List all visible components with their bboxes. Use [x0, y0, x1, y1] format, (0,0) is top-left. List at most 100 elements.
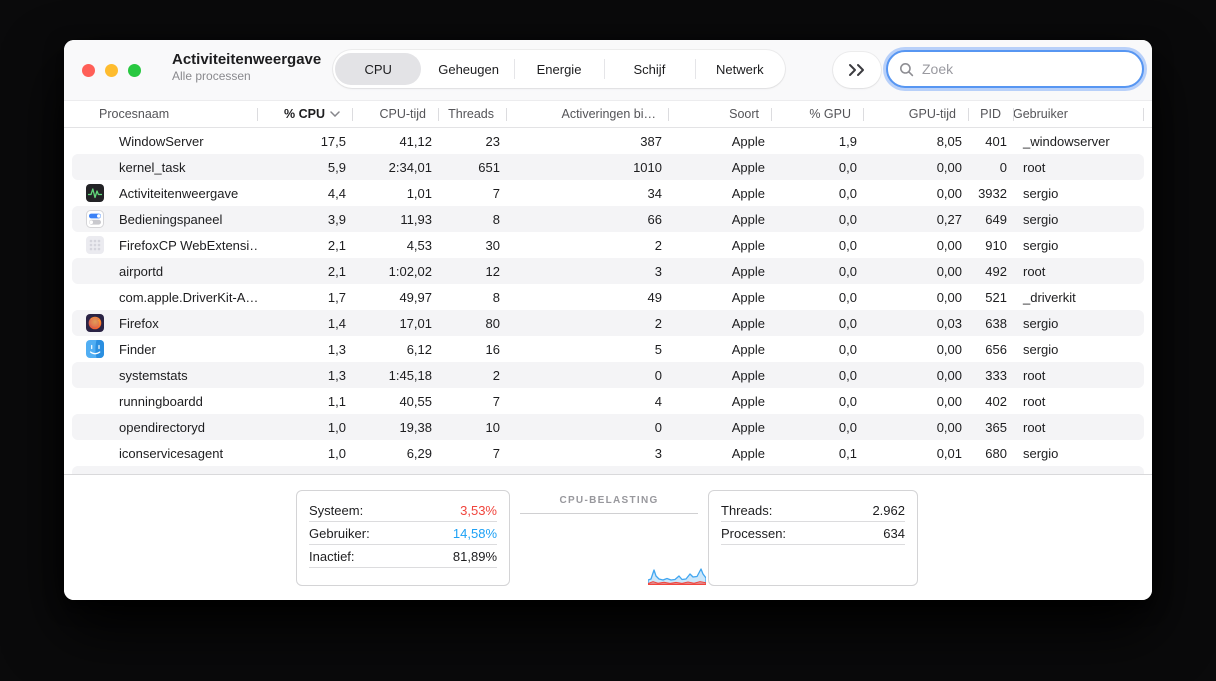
column-header-name[interactable]: Procesnaam: [72, 101, 257, 127]
sort-chevron-down-icon: [330, 111, 340, 117]
cpu-percentages-box: Systeem: 3,53% Gebruiker: 14,58% Inactief: 81…: [296, 490, 510, 586]
toolbar-overflow-button[interactable]: [833, 52, 881, 88]
process-row[interactable]: Bedieningspaneel 3,9 11,93 8 66 Apple 0,0 0,27 6…: [72, 206, 1144, 232]
tab-geheugen[interactable]: Geheugen: [438, 61, 499, 77]
column-header-label: Procesnaam: [99, 107, 170, 121]
search-input[interactable]: [920, 60, 1136, 78]
cell-pid: 649: [985, 211, 1007, 227]
cell-cpu_time: 49,97: [399, 289, 432, 305]
cell-activations: 387: [640, 133, 662, 149]
column-header-cpu[interactable]: % CPU: [257, 101, 352, 127]
process-row[interactable]: iconservicesagent 1,0 6,29 7 3 Apple 0,1 0,01 68…: [72, 440, 1144, 466]
search-field[interactable]: [886, 50, 1144, 88]
cell-threads: 7: [492, 445, 500, 461]
control-center-icon: [86, 210, 104, 228]
tab-cpu[interactable]: CPU: [335, 53, 422, 85]
cell-gpu_time: 0,27: [936, 211, 962, 227]
column-header-activations[interactable]: Activeringen bi…: [506, 101, 668, 127]
process-row[interactable]: Finder 1,3 6,12 16 5 Apple 0,0 0,00 656 sergio: [72, 336, 1144, 362]
cell-cpu_time: 40,55: [399, 393, 432, 409]
cell-name: opendirectoryd: [119, 419, 205, 435]
process-row[interactable]: FirefoxCP WebExtensi… 2,1 4,53 30 2 Apple 0,0 0…: [72, 232, 1144, 258]
cell-cpu_time: 17,01: [399, 315, 432, 331]
app-icon-cell: [72, 236, 112, 254]
process-row[interactable]: Activiteitenweergave 4,4 1,01 7 34 Apple 0,0 0,…: [72, 180, 1144, 206]
cell-gpu: 0,0: [838, 289, 857, 305]
cell-gpu: 0,0: [838, 159, 857, 175]
cell-name: Activiteitenweergave: [119, 185, 239, 201]
cell-cpu: 2,1: [327, 237, 346, 253]
cell-kind: Apple: [731, 133, 765, 149]
cell-activations: 2: [654, 237, 662, 253]
zoom-button[interactable]: [128, 64, 141, 77]
activity-monitor-icon: [86, 184, 104, 202]
process-row[interactable]: WindowServer 17,5 41,12 23 387 Apple 1,9 8,05 40…: [72, 128, 1144, 154]
cell-user: sergio: [1023, 445, 1059, 461]
column-header-label: Threads: [448, 107, 494, 121]
cell-cpu: 4,4: [327, 185, 346, 201]
process-row[interactable]: kernel_task 5,9 2:34,01 651 1010 Apple 0,0 0,00…: [72, 154, 1144, 180]
app-icon-cell: [72, 340, 112, 358]
column-header-kind[interactable]: Soort: [668, 101, 771, 127]
tab-netwerk[interactable]: Netwerk: [694, 53, 783, 85]
process-row[interactable]: Firefox 1,4 17,01 80 2 Apple 0,0 0,03 638 sergio: [72, 310, 1144, 336]
column-header-cpu_time[interactable]: CPU-tijd: [352, 101, 438, 127]
cell-activations: 49: [647, 289, 662, 305]
cell-activations: 1010: [633, 159, 662, 175]
column-header-label: PID: [980, 107, 1001, 121]
cell-name: iconservicesagent: [119, 445, 224, 461]
minimize-button[interactable]: [105, 64, 118, 77]
process-row[interactable]: com.apple.DriverKit-A… 1,7 49,97 8 49 Apple 0,…: [72, 284, 1144, 310]
cell-gpu: 1,9: [838, 133, 857, 149]
process-row[interactable]: opendirectoryd 1,0 19,38 10 0 Apple 0,0 0,00 365…: [72, 414, 1144, 440]
column-header-gpu_time[interactable]: GPU-tijd: [863, 101, 968, 127]
cell-gpu: 0,0: [838, 211, 857, 227]
cell-gpu: 0,0: [838, 367, 857, 383]
cell-cpu: 3,9: [327, 211, 346, 227]
process-table: WindowServer 17,5 41,12 23 387 Apple 1,9 8,05 40…: [64, 128, 1152, 474]
cell-kind: Apple: [731, 393, 765, 409]
graph-title: CPU-BELASTING: [559, 495, 659, 506]
cell-pid: 365: [985, 419, 1007, 435]
cell-threads: 30: [485, 237, 500, 253]
cell-name: WindowServer: [119, 133, 204, 149]
cell-cpu_time: 6,29: [406, 445, 432, 461]
generic-app-icon: [86, 236, 104, 254]
cell-name: com.apple.DriverKit-A…: [119, 289, 257, 305]
cell-activations: 0: [654, 367, 662, 383]
tab-energie[interactable]: Energie: [513, 53, 602, 85]
process-row[interactable]: runningboardd 1,1 40,55 7 4 Apple 0,0 0,00 402 ro…: [72, 388, 1144, 414]
cell-name: runningboardd: [119, 393, 203, 409]
cell-user: sergio: [1023, 237, 1059, 253]
column-header-gpu[interactable]: % GPU: [771, 101, 863, 127]
cell-cpu_time: 1,01: [406, 185, 432, 201]
stat-label: Gebruiker:: [309, 525, 370, 541]
cell-name: Firefox: [119, 315, 159, 331]
close-button[interactable]: [82, 64, 95, 77]
toolbar: Activiteitenweergave Alle processen CPU G…: [64, 40, 1152, 101]
cell-name: kernel_task: [119, 159, 186, 175]
cell-user: root: [1023, 159, 1046, 175]
tab-schijf[interactable]: Schijf: [604, 53, 692, 85]
cell-gpu_time: 0,00: [936, 263, 962, 279]
cell-cpu: 1,4: [327, 315, 346, 331]
column-header-threads[interactable]: Threads: [438, 101, 506, 127]
column-header-pid[interactable]: PID: [968, 101, 1013, 127]
process-row[interactable]: systemstats 1,3 1:45,18 2 0 Apple 0,0 0,00 333 ro…: [72, 362, 1144, 388]
column-header-user[interactable]: Gebruiker: [1013, 101, 1144, 127]
cell-threads: 8: [492, 211, 500, 227]
cell-threads: 2: [492, 367, 500, 383]
cell-activations: 3: [654, 263, 662, 279]
cell-pid: 402: [985, 393, 1007, 409]
app-icon-cell: [72, 210, 112, 228]
cell-user: sergio: [1023, 315, 1059, 331]
cell-pid: 910: [985, 237, 1007, 253]
cell-user: sergio: [1023, 211, 1059, 227]
stat-label: Inactief:: [309, 548, 355, 564]
column-header-label: % CPU: [284, 107, 325, 121]
process-row[interactable]: airportd 2,1 1:02,02 12 3 Apple 0,0 0,00 492 root: [72, 258, 1144, 284]
cell-threads: 651: [478, 159, 500, 175]
cell-kind: Apple: [731, 367, 765, 383]
cell-kind: Apple: [731, 419, 765, 435]
cell-gpu_time: 0,00: [936, 289, 962, 305]
